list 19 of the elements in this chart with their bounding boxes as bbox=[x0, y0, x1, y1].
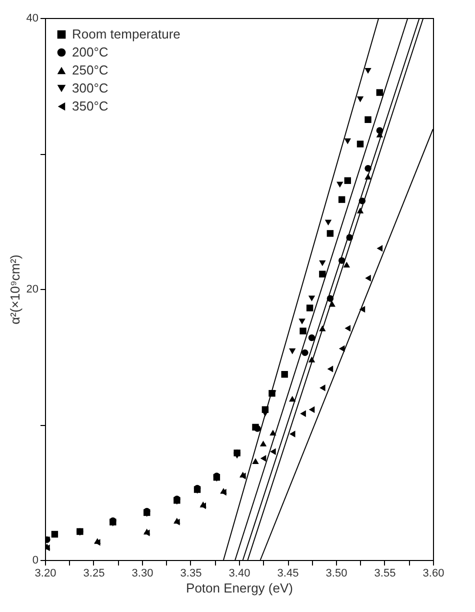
x-tick-label: 3.50 bbox=[326, 568, 348, 580]
x-tick-label: 3.35 bbox=[180, 568, 202, 580]
legend-label: 350°C bbox=[72, 98, 108, 114]
x-axis-title: Poton Energy (eV) bbox=[186, 580, 293, 596]
legend-label: 200°C bbox=[72, 44, 108, 60]
legend-label: 250°C bbox=[72, 62, 108, 78]
x-tick-label: 3.60 bbox=[422, 568, 444, 580]
y-tick-label: 40 bbox=[26, 12, 38, 24]
y-tick-label: 20 bbox=[26, 284, 38, 296]
x-tick-label: 3.55 bbox=[374, 568, 396, 580]
x-tick-label: 3.40 bbox=[228, 568, 250, 580]
legend-label: 300°C bbox=[72, 80, 108, 96]
x-tick-label: 3.25 bbox=[83, 568, 105, 580]
x-tick-label: 3.20 bbox=[34, 568, 56, 580]
y-tick-label: 0 bbox=[32, 554, 38, 566]
legend-label: Room temperature bbox=[72, 26, 180, 42]
x-tick-label: 3.30 bbox=[132, 568, 154, 580]
y-axis-title: α²(×10⁹cm²) bbox=[7, 254, 22, 324]
x-tick-label: 3.45 bbox=[277, 568, 299, 580]
